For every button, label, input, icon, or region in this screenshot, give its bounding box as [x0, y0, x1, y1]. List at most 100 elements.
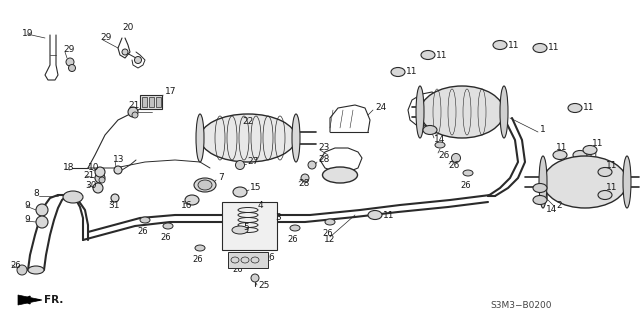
- Circle shape: [251, 274, 259, 282]
- Ellipse shape: [533, 183, 547, 192]
- Text: 11: 11: [508, 40, 520, 50]
- Ellipse shape: [568, 103, 582, 113]
- Ellipse shape: [539, 156, 547, 208]
- Text: 9: 9: [24, 201, 29, 210]
- Ellipse shape: [435, 142, 445, 148]
- Text: 23: 23: [318, 143, 330, 153]
- Text: S3M3−B0200: S3M3−B0200: [490, 301, 552, 309]
- Circle shape: [122, 49, 128, 55]
- Circle shape: [99, 177, 105, 183]
- Ellipse shape: [420, 86, 504, 138]
- Circle shape: [128, 107, 138, 117]
- Text: FR.: FR.: [44, 295, 63, 305]
- Text: 13: 13: [113, 156, 125, 164]
- Text: 26: 26: [10, 260, 20, 269]
- Circle shape: [93, 183, 103, 193]
- Ellipse shape: [323, 167, 358, 183]
- Text: 29: 29: [63, 45, 74, 54]
- Text: 26: 26: [161, 233, 172, 243]
- Text: 28: 28: [318, 156, 330, 164]
- Circle shape: [66, 58, 74, 66]
- Text: 20: 20: [122, 24, 134, 32]
- Circle shape: [134, 57, 141, 64]
- Ellipse shape: [623, 156, 631, 208]
- Bar: [228, 252, 268, 268]
- Circle shape: [132, 112, 138, 118]
- Text: 15: 15: [250, 183, 262, 192]
- Ellipse shape: [543, 156, 627, 208]
- Text: 27: 27: [247, 157, 259, 167]
- Ellipse shape: [292, 114, 300, 162]
- Bar: [149, 97, 154, 107]
- Ellipse shape: [200, 114, 296, 162]
- Ellipse shape: [232, 226, 248, 234]
- Ellipse shape: [196, 114, 204, 162]
- Text: 5: 5: [243, 224, 249, 232]
- Text: 11: 11: [606, 161, 618, 169]
- Text: 26: 26: [288, 236, 298, 245]
- Ellipse shape: [28, 266, 44, 274]
- Text: 8: 8: [33, 189, 39, 197]
- Ellipse shape: [421, 51, 435, 59]
- Text: 11: 11: [592, 139, 604, 148]
- Bar: [156, 97, 161, 107]
- Text: 21: 21: [128, 100, 140, 109]
- Text: 4: 4: [258, 201, 264, 210]
- Ellipse shape: [235, 255, 245, 261]
- Circle shape: [95, 167, 105, 177]
- Text: 29: 29: [100, 33, 111, 43]
- Ellipse shape: [140, 217, 150, 223]
- Ellipse shape: [163, 223, 173, 229]
- Ellipse shape: [533, 44, 547, 52]
- Text: 24: 24: [375, 103, 387, 113]
- Ellipse shape: [325, 219, 335, 225]
- Text: 21: 21: [83, 170, 94, 179]
- Circle shape: [301, 174, 309, 182]
- Text: 11: 11: [383, 211, 394, 219]
- Text: 26: 26: [323, 230, 333, 238]
- Text: 11: 11: [583, 103, 595, 113]
- Circle shape: [36, 204, 48, 216]
- Text: 7: 7: [218, 174, 224, 183]
- Text: 14: 14: [434, 135, 445, 144]
- Text: 31: 31: [108, 201, 120, 210]
- Text: 16: 16: [181, 201, 193, 210]
- Text: 17: 17: [165, 87, 177, 96]
- Ellipse shape: [583, 146, 597, 155]
- Text: 11: 11: [436, 51, 447, 59]
- Polygon shape: [18, 295, 42, 305]
- Text: 11: 11: [548, 44, 559, 52]
- Circle shape: [95, 173, 105, 183]
- Ellipse shape: [391, 67, 405, 77]
- Text: 30: 30: [85, 182, 97, 190]
- Text: 1: 1: [540, 126, 546, 135]
- Text: 25: 25: [258, 280, 269, 289]
- Ellipse shape: [290, 225, 300, 231]
- Text: 26: 26: [138, 227, 148, 237]
- Ellipse shape: [368, 211, 382, 219]
- Text: 11: 11: [606, 183, 618, 192]
- Ellipse shape: [463, 170, 473, 176]
- Ellipse shape: [185, 195, 199, 205]
- Ellipse shape: [573, 150, 587, 160]
- Ellipse shape: [194, 178, 216, 192]
- Ellipse shape: [598, 168, 612, 176]
- Ellipse shape: [195, 245, 205, 251]
- Text: 14: 14: [546, 205, 557, 215]
- Text: 22: 22: [243, 117, 253, 127]
- Text: 10: 10: [88, 163, 99, 172]
- Ellipse shape: [533, 196, 547, 204]
- Circle shape: [236, 161, 244, 169]
- Circle shape: [36, 216, 48, 228]
- Text: 9: 9: [24, 216, 29, 225]
- Bar: [142, 97, 147, 107]
- Bar: [222, 202, 277, 250]
- Text: 11: 11: [588, 150, 600, 160]
- Circle shape: [111, 194, 119, 202]
- Text: 12: 12: [324, 236, 336, 245]
- Circle shape: [308, 161, 316, 169]
- Text: 26: 26: [233, 266, 243, 274]
- Text: 19: 19: [22, 29, 33, 38]
- Text: 18: 18: [63, 163, 74, 172]
- Text: 26: 26: [461, 181, 471, 190]
